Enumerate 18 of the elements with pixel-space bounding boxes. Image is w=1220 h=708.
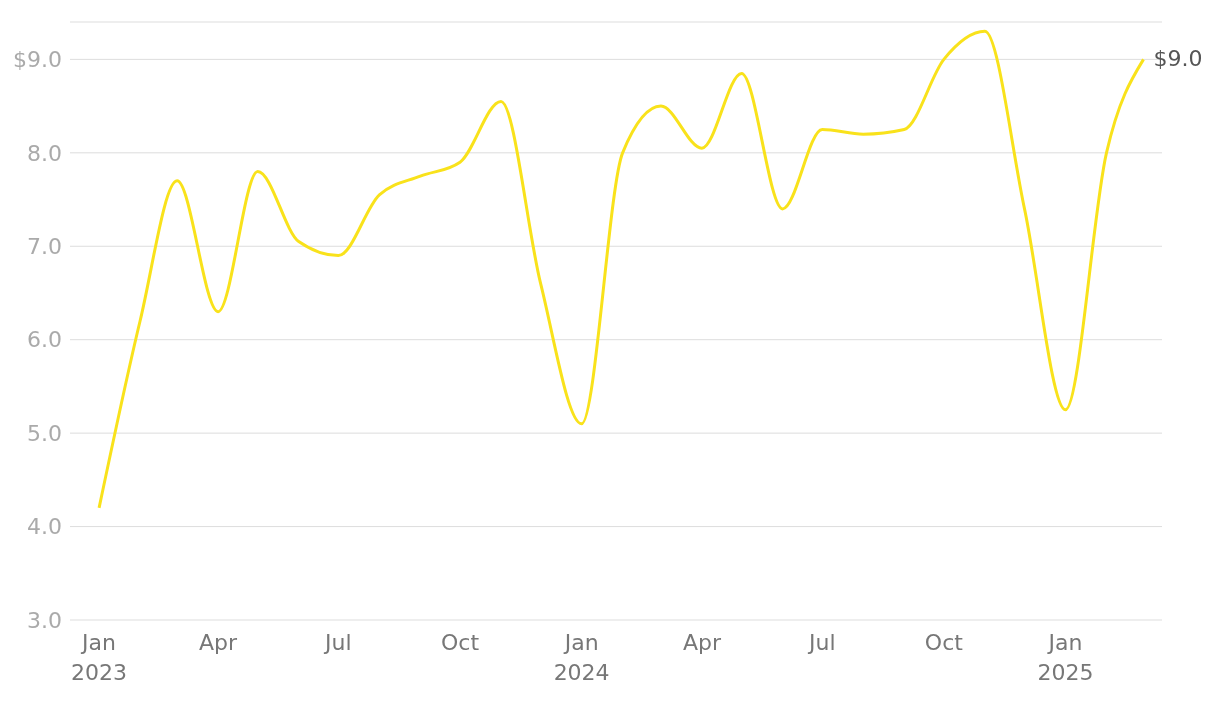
x-tick-label: Jul [323,630,352,655]
x-tick-label: Jan 2024 [553,630,610,685]
y-tick-label: $9.0 [13,47,62,73]
line-series [97,29,1145,510]
x-tick-label: Jan 2023 [71,630,128,685]
y-tick-label: 4.0 [27,514,62,540]
y-tick-label: 5.0 [27,420,62,446]
x-tick-label: Jul [806,630,836,655]
x-tick-label: Jan 2025 [1037,630,1094,685]
annotation: $9.0 [1153,46,1203,72]
y-tick-label: 6.0 [27,327,62,353]
y-tick-label: 3.0 [27,607,62,633]
x-tick-label: Apr [682,630,722,655]
x-tick-label: Oct [924,630,964,655]
y-tick-label: 7.0 [27,234,62,260]
y-tick-label: 8.0 [27,140,62,166]
x-tick-label: Oct [440,630,480,655]
x-tick-label: Apr [199,630,239,655]
